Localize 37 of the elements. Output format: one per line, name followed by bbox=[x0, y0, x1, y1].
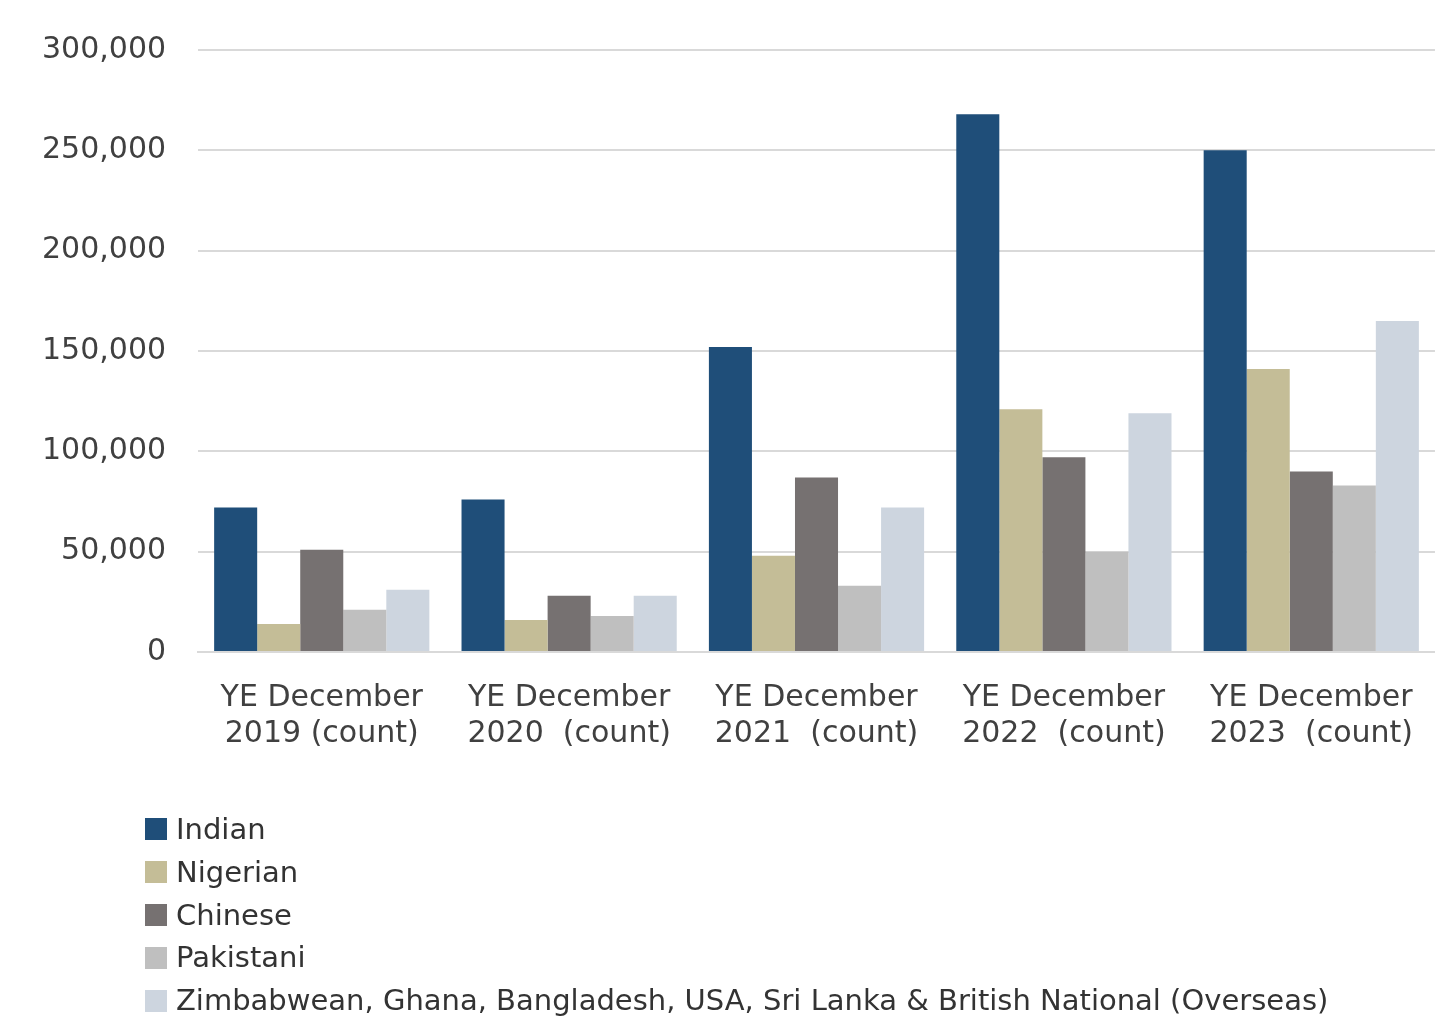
bar bbox=[1289, 471, 1333, 651]
x-tick-label: YE December 2021 (count) bbox=[714, 677, 919, 749]
bar bbox=[1246, 369, 1290, 651]
bar bbox=[1332, 485, 1376, 651]
bar bbox=[751, 555, 795, 651]
bar bbox=[838, 585, 882, 651]
legend-label: Indian bbox=[176, 811, 266, 848]
y-tick-label: 50,000 bbox=[61, 531, 167, 567]
bar bbox=[794, 477, 839, 651]
bar bbox=[956, 114, 1000, 651]
y-tick-label: 100,000 bbox=[42, 431, 167, 467]
bar bbox=[461, 499, 505, 651]
bar bbox=[1203, 150, 1247, 651]
x-tick-label: YE December 2023 (count) bbox=[1209, 677, 1414, 749]
y-tick-label: 0 bbox=[146, 631, 167, 667]
bar bbox=[708, 346, 752, 651]
bar bbox=[504, 619, 548, 651]
bar bbox=[547, 595, 591, 651]
bar bbox=[300, 549, 344, 651]
y-tick-label: 150,000 bbox=[42, 330, 167, 366]
bar bbox=[343, 609, 387, 651]
bar bbox=[214, 507, 258, 651]
bar bbox=[590, 615, 634, 651]
bar bbox=[1085, 551, 1129, 651]
legend-label: Chinese bbox=[176, 896, 292, 934]
x-tick-label: YE December 2020 (count) bbox=[466, 677, 671, 749]
y-tick-label: 250,000 bbox=[42, 130, 167, 166]
y-tick-label: 300,000 bbox=[42, 29, 167, 65]
x-tick-label: YE December 2019 (count) bbox=[219, 677, 424, 749]
legend-label: Zimbabwean, Ghana, Bangladesh, USA, Sri Lanka & British National (Overseas) bbox=[176, 982, 1329, 1016]
bar bbox=[999, 409, 1043, 651]
y-tick-label: 200,000 bbox=[42, 230, 167, 266]
bar bbox=[1042, 457, 1086, 651]
x-tick-label: YE December 2022 (count) bbox=[961, 677, 1166, 749]
bar bbox=[257, 623, 301, 651]
legend-label: Pakistani bbox=[176, 939, 306, 977]
legend-label: Nigerian bbox=[176, 853, 299, 891]
